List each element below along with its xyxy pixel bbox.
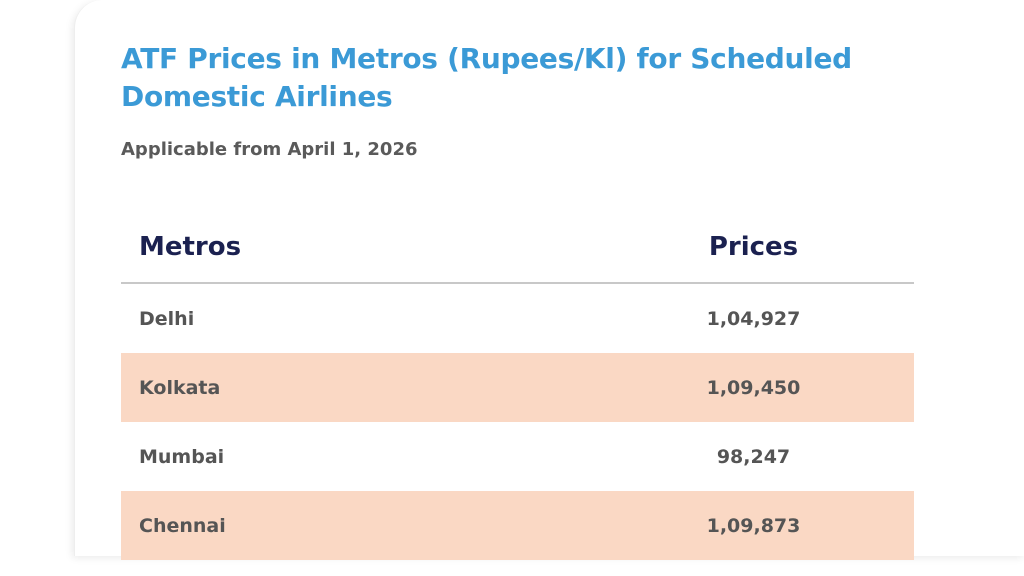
table-row: Kolkata 1,09,450	[121, 353, 914, 422]
column-header: Prices	[708, 232, 799, 262]
table: Metros Prices Delhi 1,04,927 Kolkata 1,09,450…	[121, 212, 914, 560]
table-cell: 1,04,927	[706, 307, 801, 330]
card: ATF Prices in Metros (Rupees/Kl) for Sch…	[74, 0, 1024, 560]
table-row: Mumbai 98,247	[121, 422, 914, 491]
table-cell: Chennai	[139, 514, 226, 537]
table-cell: Delhi	[139, 307, 195, 330]
table-row: Chennai 1,09,873	[121, 491, 914, 560]
subtitle: Applicable from April 1, 2026	[121, 139, 418, 160]
column-header: Metros	[139, 232, 242, 262]
title: ATF Prices in Metros (Rupees/Kl) for Sch…	[121, 42, 852, 113]
table-header: Metros Prices	[121, 212, 914, 284]
table-cell: Mumbai	[139, 445, 225, 468]
table-row: Delhi 1,04,927	[121, 284, 914, 353]
table-cell: 1,09,873	[706, 514, 801, 537]
table-cell: 1,09,450	[706, 376, 801, 399]
table-cell: Kolkata	[139, 376, 221, 399]
table-cell: 98,247	[716, 445, 791, 468]
